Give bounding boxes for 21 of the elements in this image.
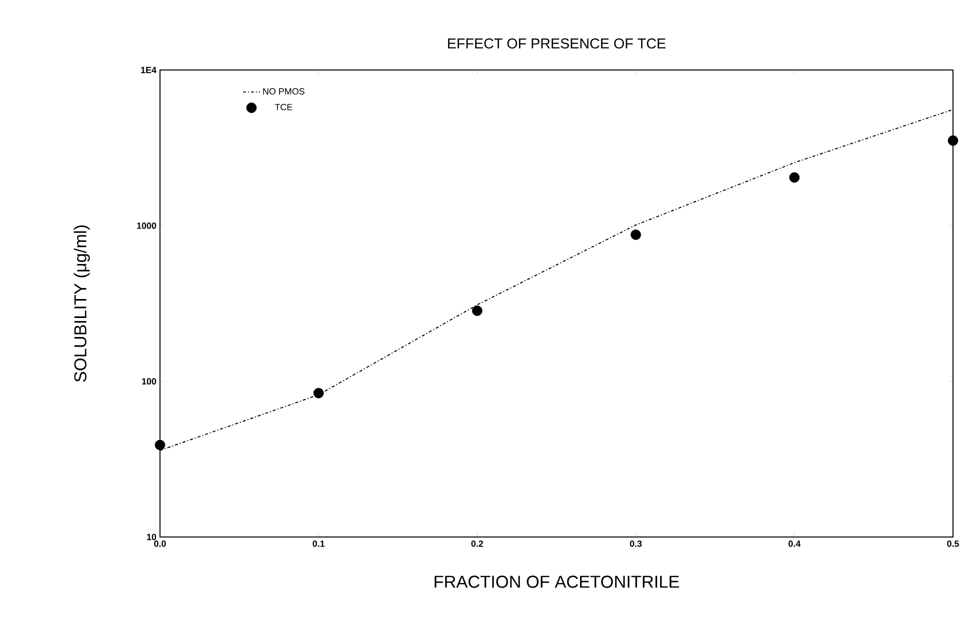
legend-label: TCE: [274, 104, 292, 110]
point: [313, 388, 324, 398]
point: [789, 172, 800, 183]
point: [154, 440, 166, 450]
x-tick-label: 0.4: [788, 540, 801, 547]
x-axis-title: FRACTION OF ACETONITRILE: [434, 576, 680, 588]
chart-title: EFFECT OF PRESENCE OF TCE: [448, 38, 666, 49]
point: [948, 135, 958, 146]
point: [472, 306, 482, 316]
legend-label: NO PMOS: [263, 88, 304, 95]
y-axis-title: SOLUBILITY (μg/ml): [74, 225, 90, 382]
y-tick-label: 1E4: [141, 66, 156, 74]
x-tick-label: 0.0: [154, 540, 166, 547]
x-tick-label: 0.2: [471, 540, 484, 547]
x-tick-label: 0.5: [947, 540, 959, 547]
y-tick-label: 100: [142, 378, 156, 385]
x-tick-label: 0.1: [312, 540, 325, 547]
y-tick-label: 1000: [137, 222, 156, 229]
x-tick-label: 0.3: [630, 540, 642, 547]
point: [630, 230, 641, 240]
y-tick-label: 10: [147, 534, 156, 540]
